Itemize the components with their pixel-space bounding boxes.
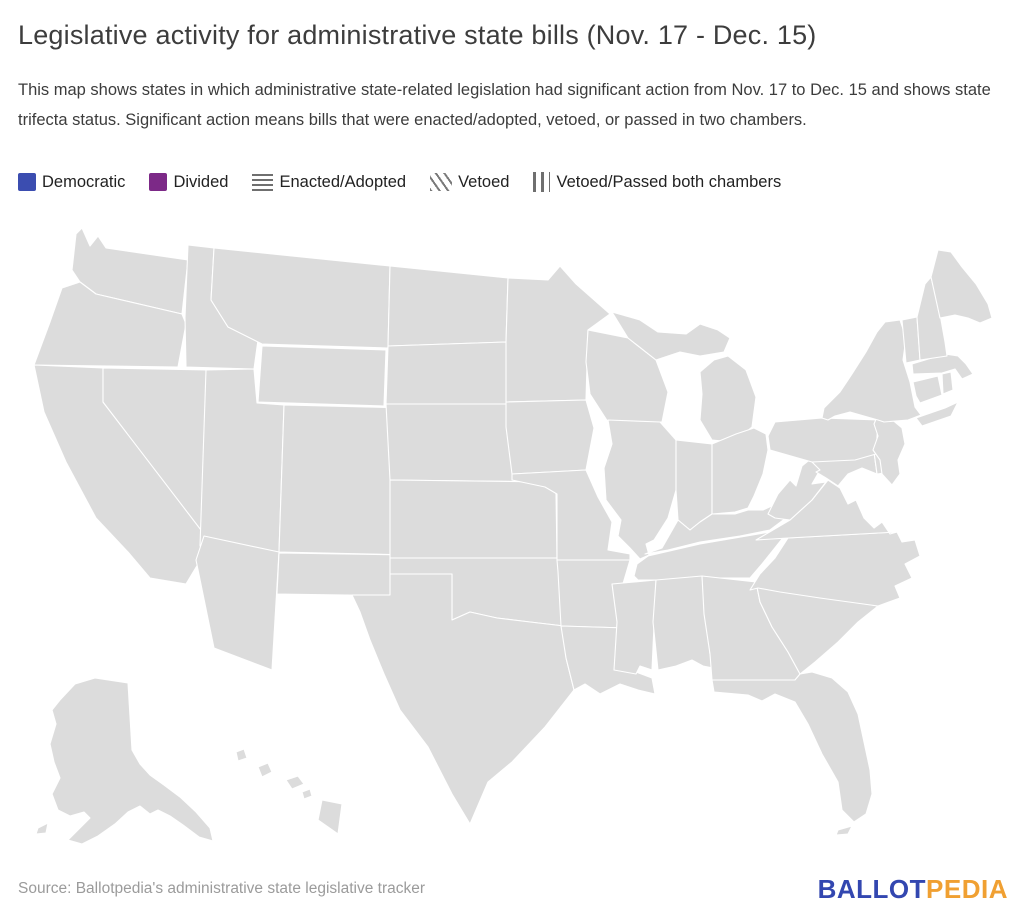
state-mn (505, 265, 611, 403)
state-in (675, 439, 713, 531)
divided-swatch (149, 173, 168, 191)
legend-label: Divided (173, 172, 229, 191)
state-ak (49, 677, 214, 845)
us-map (0, 222, 1024, 867)
state-tx (351, 573, 575, 825)
state-ks (389, 479, 558, 559)
legend-item-divided: Divided (149, 173, 228, 192)
state-hi-oahu (257, 762, 273, 778)
state-me (930, 249, 993, 324)
state-ri (941, 371, 954, 395)
source-text: Source: Ballotpedia's administrative sta… (18, 880, 426, 897)
ballotpedia-logo: BALLOTPEDIA (818, 874, 1008, 905)
democratic-swatch (18, 173, 36, 191)
state-hi-lanai (301, 788, 313, 800)
state-mi-up (611, 311, 731, 361)
state-mo (511, 469, 631, 561)
vertical-stripes-icon (533, 172, 551, 192)
state-wy (257, 345, 387, 407)
state-hi-big-island (317, 799, 343, 835)
state-hi-maui (285, 775, 305, 790)
legend-item-vetoed-passed: Vetoed/Passed both chambers (533, 172, 781, 192)
state-ky (644, 503, 787, 555)
logo-ballot: BALLOT (817, 873, 927, 904)
page-title: Legislative activity for administrative … (18, 20, 817, 50)
state-ny[interactable] (821, 319, 922, 423)
state-ia (505, 399, 595, 475)
state-ms (611, 579, 657, 675)
state-ct (912, 375, 943, 404)
logo-pedia: PEDIA (926, 873, 1008, 904)
state-sd (385, 341, 513, 405)
state-oh (711, 427, 769, 515)
state-nd (387, 265, 509, 347)
state-il[interactable] (603, 419, 677, 560)
footer: Source: Ballotpedia's administrative sta… (0, 868, 1024, 910)
diagonal-stripes-icon (430, 173, 453, 191)
state-nh (916, 276, 948, 361)
state-ma (911, 353, 974, 380)
state-nc[interactable] (749, 531, 921, 607)
legend-item-vetoed: Vetoed (430, 173, 509, 192)
state-ny-long-island[interactable] (915, 401, 959, 427)
legend-label: Democratic (42, 172, 126, 191)
legend-item-democratic: Democratic (18, 173, 125, 192)
state-az (195, 535, 280, 671)
map-description: This map shows states in which administr… (18, 81, 991, 129)
states-layer (33, 227, 993, 845)
legend: Democratic Divided Enacted/Adopted Vetoe… (18, 172, 781, 192)
state-mi (699, 355, 757, 443)
state-nj[interactable] (872, 411, 906, 486)
horizontal-stripes-icon (252, 173, 274, 191)
state-pa (767, 417, 879, 463)
state-hi-kauai (235, 748, 248, 762)
legend-label: Vetoed (458, 172, 510, 191)
state-or (33, 281, 187, 368)
state-ak-aleutian (35, 822, 49, 835)
legend-label: Vetoed/Passed both chambers (556, 172, 782, 191)
legend-item-enacted: Enacted/Adopted (252, 173, 406, 192)
state-fl (711, 671, 873, 823)
legend-label: Enacted/Adopted (279, 172, 407, 191)
state-fl-keys (835, 825, 853, 836)
